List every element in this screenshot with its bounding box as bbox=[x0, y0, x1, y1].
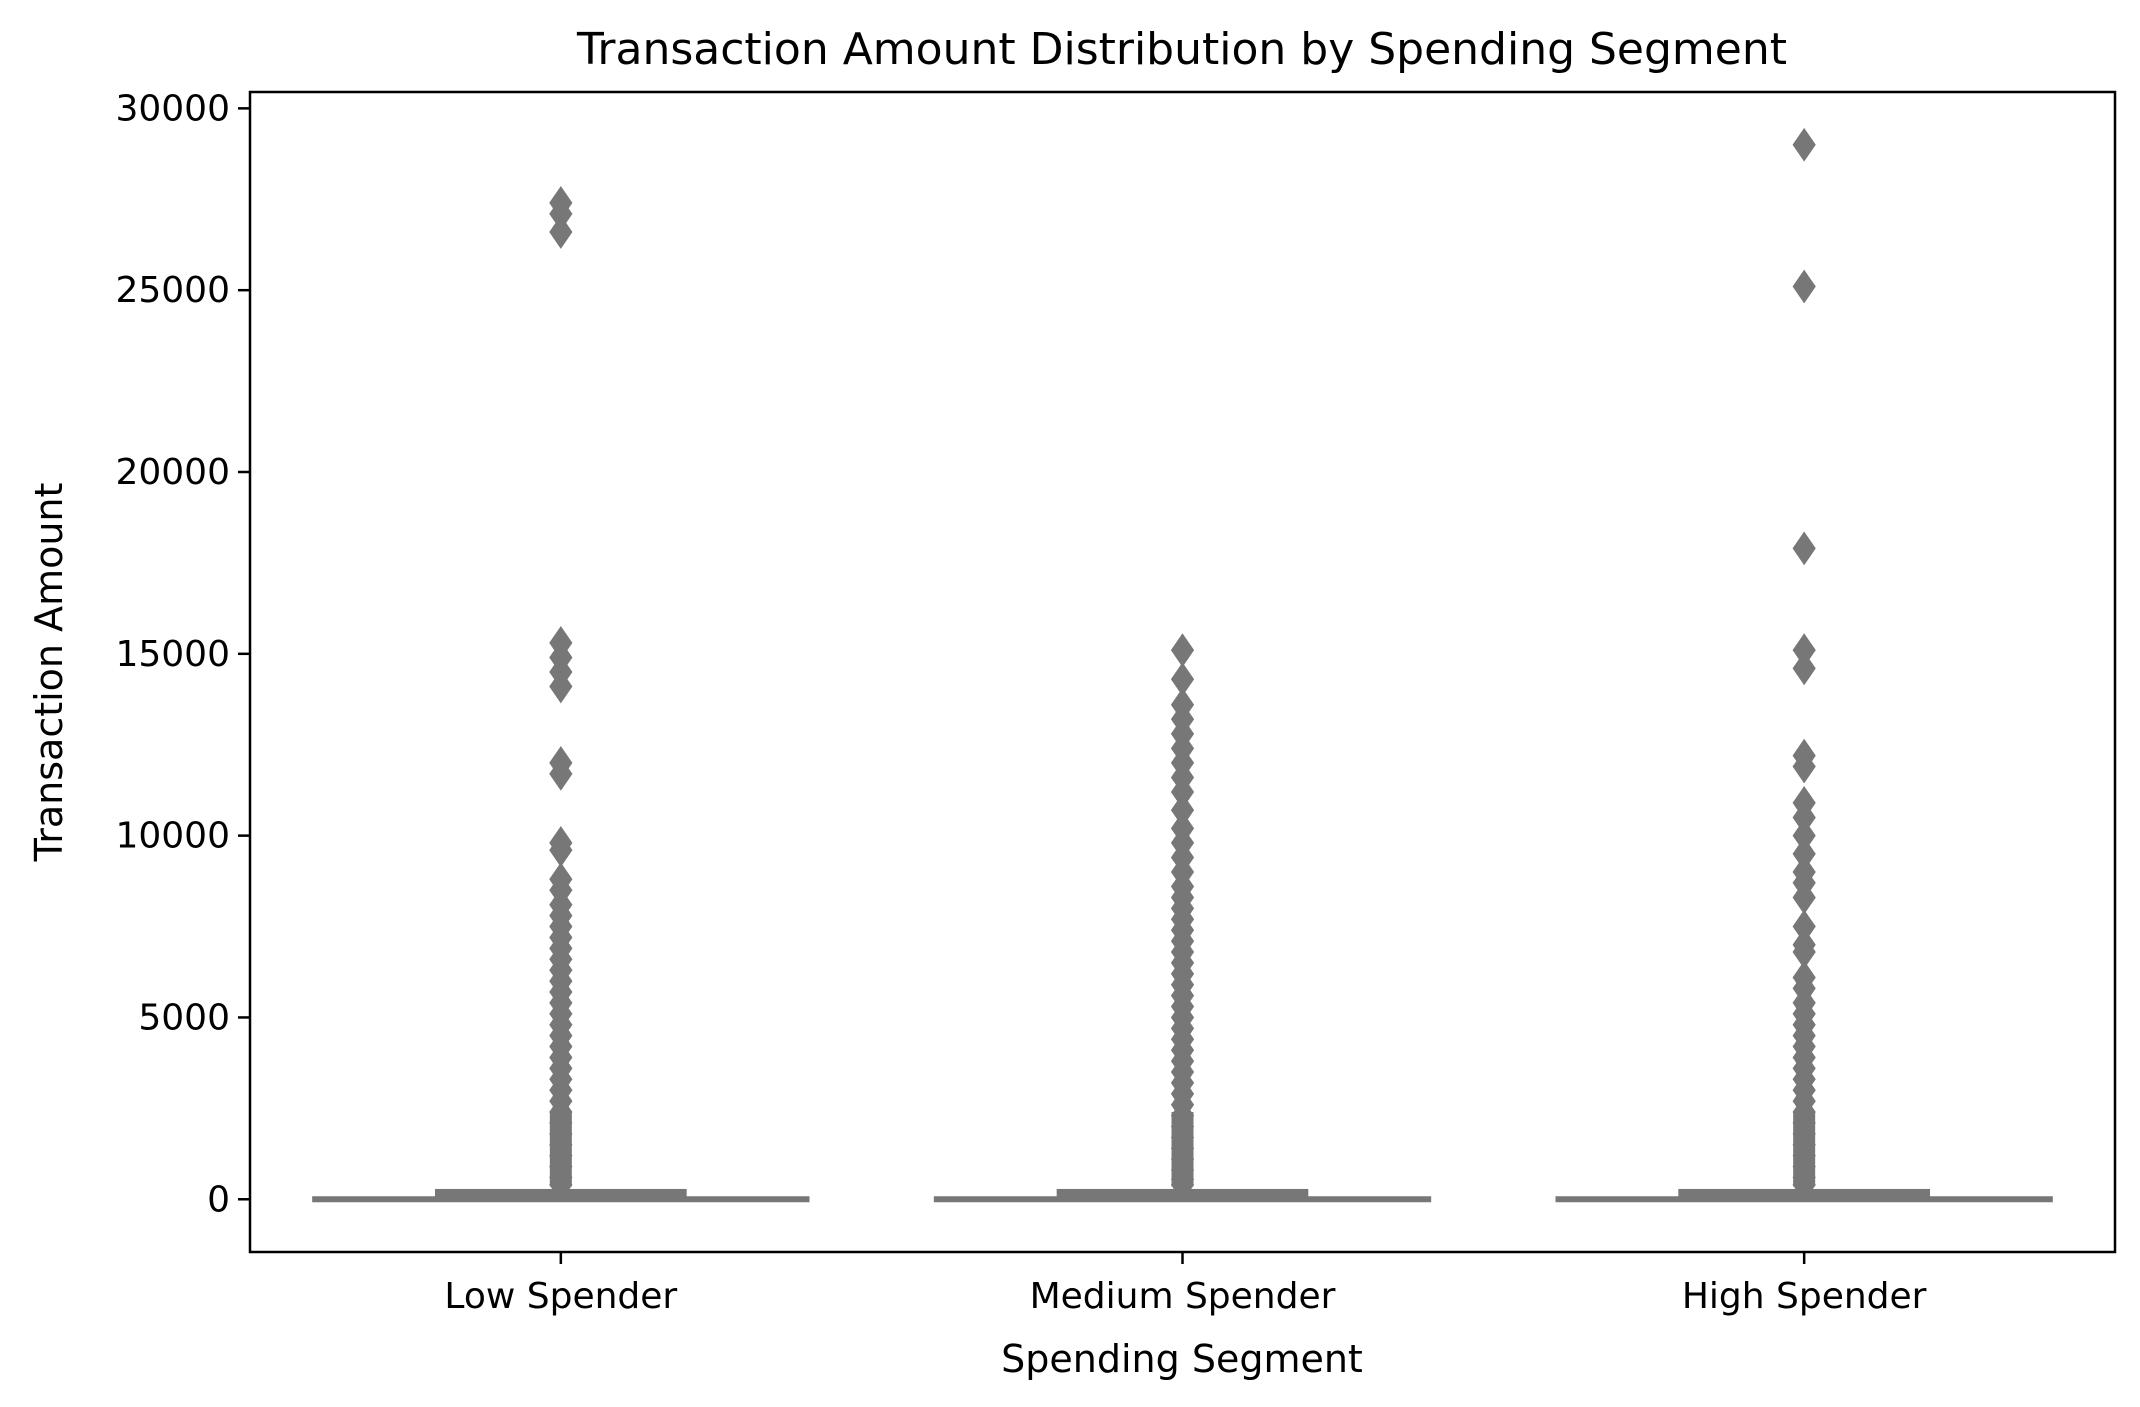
x-tick-label: Low Spender bbox=[444, 1276, 677, 1317]
x-axis-label: Spending Segment bbox=[1001, 1337, 1363, 1381]
outlier-cluster bbox=[1171, 1112, 1194, 1187]
outlier-point bbox=[549, 215, 573, 249]
chart-title: Transaction Amount Distribution by Spend… bbox=[576, 24, 1787, 75]
y-tick-label: 30000 bbox=[115, 88, 230, 129]
y-axis-label: Transaction Amount bbox=[27, 483, 71, 863]
outlier-point bbox=[1792, 651, 1816, 686]
outlier-point bbox=[549, 756, 573, 791]
x-axis: Low Spender Medium Spender High Spender bbox=[444, 1252, 1927, 1317]
plot-area bbox=[312, 127, 2053, 1203]
outlier-point bbox=[1792, 749, 1816, 784]
y-tick-label: 25000 bbox=[115, 270, 230, 311]
y-tick-label: 0 bbox=[207, 1179, 230, 1220]
outlier-cluster bbox=[1793, 1112, 1816, 1187]
outlier-point bbox=[1792, 127, 1816, 162]
box-group bbox=[312, 186, 810, 1203]
outlier-point bbox=[549, 669, 573, 704]
y-axis: 0 5000 10000 15000 20000 25000 30000 bbox=[115, 88, 250, 1220]
outlier-point bbox=[1792, 269, 1816, 304]
outlier-cluster bbox=[549, 1112, 572, 1187]
y-tick-label: 20000 bbox=[115, 452, 230, 493]
y-tick-label: 10000 bbox=[115, 816, 230, 857]
box-group bbox=[933, 633, 1432, 1203]
x-tick-label: High Spender bbox=[1682, 1276, 1927, 1317]
outlier-point bbox=[1792, 531, 1816, 566]
y-tick-label: 15000 bbox=[115, 634, 230, 675]
outlier-point bbox=[1170, 633, 1195, 668]
box-group bbox=[1555, 127, 2053, 1203]
y-tick-label: 5000 bbox=[138, 997, 230, 1038]
x-tick-label: Medium Spender bbox=[1030, 1276, 1336, 1317]
